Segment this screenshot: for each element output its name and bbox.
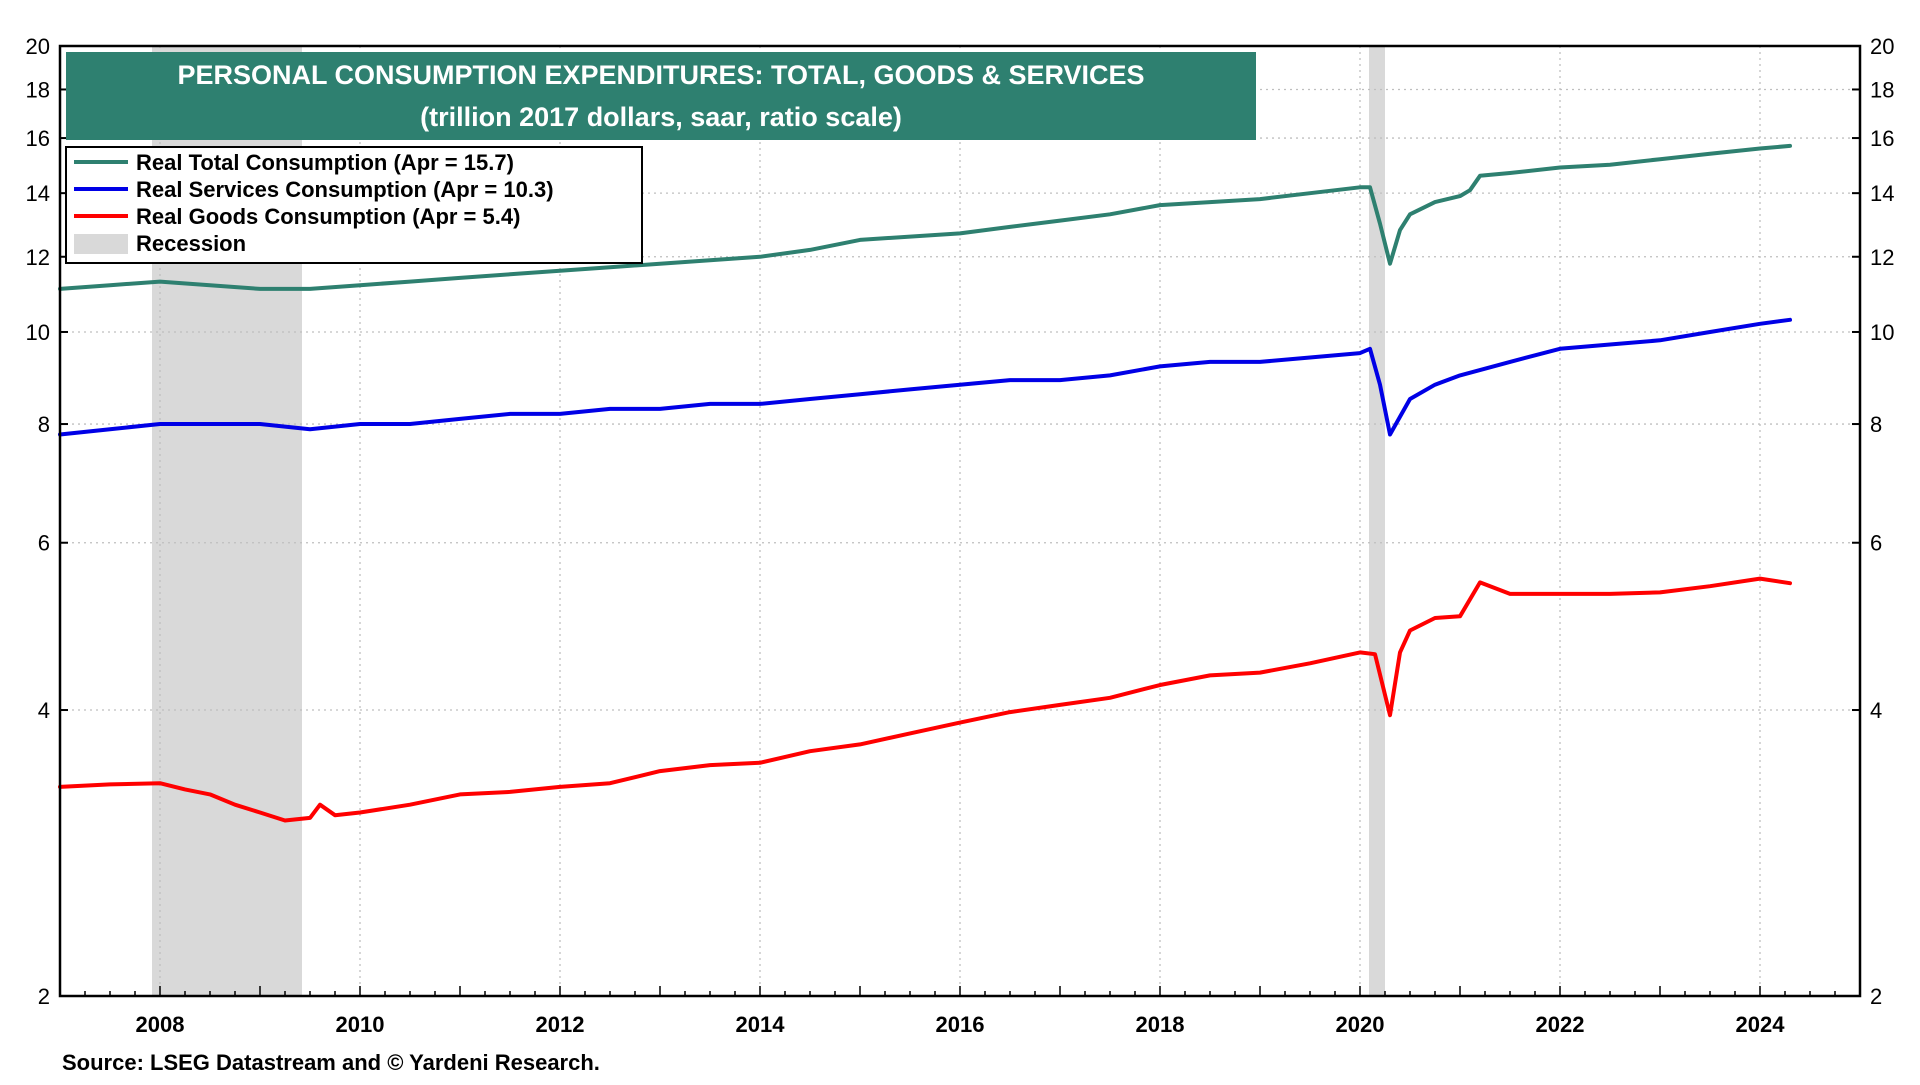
y-tick-label-right-8: 18: [1870, 77, 1894, 102]
series-line-services: [58, 317, 1792, 437]
y-tick-label-left-9: 20: [26, 34, 50, 59]
y-tick-label-right-4: 10: [1870, 320, 1894, 345]
title-background: [66, 52, 1256, 140]
y-tick-label-left-6: 14: [26, 181, 50, 206]
y-tick-label-left-8: 18: [26, 77, 50, 102]
x-tick-label-5: 2018: [1136, 1012, 1185, 1037]
legend-label-services: Real Services Consumption (Apr = 10.3): [136, 177, 554, 202]
title-box: PERSONAL CONSUMPTION EXPENDITURES: TOTAL…: [66, 52, 1256, 140]
x-tick-label-7: 2022: [1536, 1012, 1585, 1037]
recession-band-1: [1369, 46, 1385, 996]
series-line-total: [58, 143, 1792, 291]
y-tick-label-right-9: 20: [1870, 34, 1894, 59]
y-axis-left: 2 4 6 8 10 12 14 16 18 20: [26, 34, 68, 1009]
legend-label-recession: Recession: [136, 231, 246, 256]
x-tick-label-6: 2020: [1336, 1012, 1385, 1037]
series-lines: [58, 143, 1792, 823]
y-tick-label-left-7: 16: [26, 126, 50, 151]
y-tick-label-left-5: 12: [26, 245, 50, 270]
x-tick-label-1: 2010: [336, 1012, 385, 1037]
y-tick-label-right-0: 2: [1870, 984, 1882, 1009]
y-tick-label-right-7: 16: [1870, 126, 1894, 151]
y-tick-label-right-5: 12: [1870, 245, 1894, 270]
y-tick-label-left-1: 4: [38, 698, 50, 723]
x-axis: 2008 2010 2012 2014 2016 2018 2020 2022 2024: [59, 986, 1861, 1037]
y-tick-label-right-6: 14: [1870, 181, 1894, 206]
legend-swatch-recession: [74, 234, 128, 254]
legend-label-goods: Real Goods Consumption (Apr = 5.4): [136, 204, 520, 229]
y-axis-right: 2 4 6 8 10 12 14 16 18 20: [1852, 34, 1894, 1009]
source-note: Source: LSEG Datastream and © Yardeni Re…: [62, 1050, 600, 1075]
y-tick-label-left-3: 8: [38, 412, 50, 437]
y-tick-label-right-1: 4: [1870, 698, 1882, 723]
y-tick-label-left-0: 2: [38, 984, 50, 1009]
y-tick-label-right-2: 6: [1870, 531, 1882, 556]
y-tick-label-left-4: 10: [26, 320, 50, 345]
x-tick-label-3: 2014: [736, 1012, 786, 1037]
legend-label-total: Real Total Consumption (Apr = 15.7): [136, 150, 514, 175]
y-tick-label-left-2: 6: [38, 531, 50, 556]
chart-title: PERSONAL CONSUMPTION EXPENDITURES: TOTAL…: [177, 60, 1144, 90]
chart-subtitle: (trillion 2017 dollars, saar, ratio scal…: [420, 102, 902, 132]
legend-box: [65, 146, 643, 264]
x-tick-label-0: 2008: [136, 1012, 185, 1037]
x-tick-label-2: 2012: [536, 1012, 585, 1037]
y-tick-label-right-3: 8: [1870, 412, 1882, 437]
x-tick-label-4: 2016: [936, 1012, 985, 1037]
x-tick-label-8: 2024: [1736, 1012, 1786, 1037]
series-line-goods: [58, 576, 1792, 823]
legend: Real Total Consumption (Apr = 15.7) Real…: [65, 146, 643, 264]
